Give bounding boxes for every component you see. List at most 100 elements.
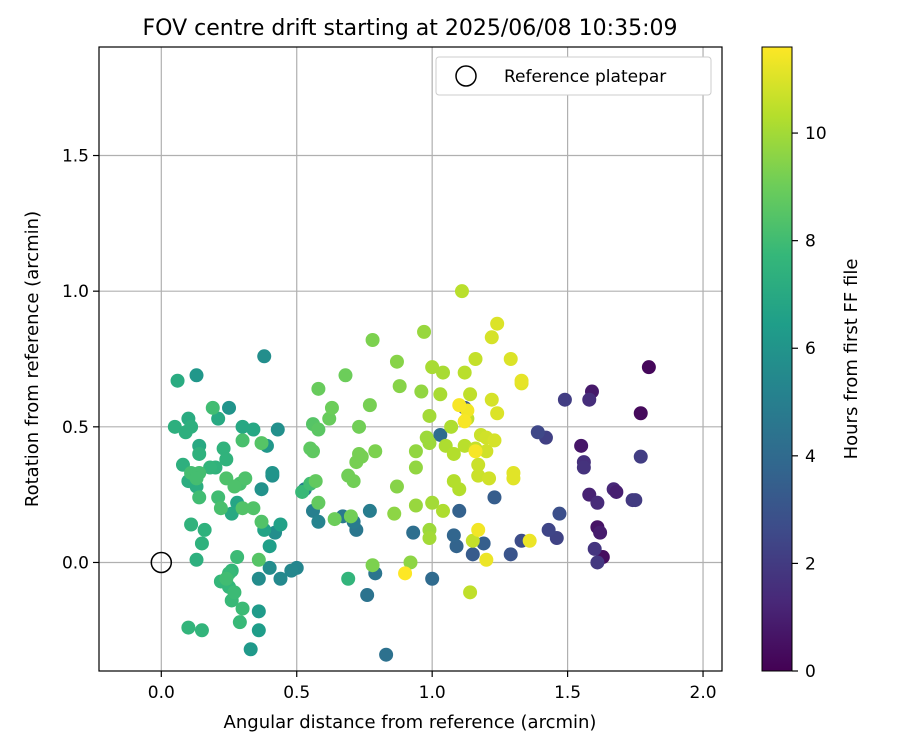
- scatter-point: [506, 471, 521, 486]
- scatter-point: [422, 436, 437, 451]
- scatter-point: [270, 422, 285, 437]
- legend-entry-reference-platepar: Reference platepar: [504, 67, 666, 87]
- scatter-point: [433, 387, 448, 402]
- scatter-point: [308, 474, 323, 489]
- scatter-point: [587, 541, 602, 556]
- scatter-point: [593, 525, 608, 540]
- scatter-point: [213, 501, 228, 516]
- scatter-point: [341, 571, 356, 586]
- scatter-point: [452, 482, 467, 497]
- colorbar-label: Hours from first FF file: [841, 259, 862, 460]
- scatter-point: [490, 316, 505, 331]
- scatter-point: [389, 354, 404, 369]
- y-axis-ticks: 0.0 0.5 1.0 1.5: [62, 147, 99, 573]
- scatter-point: [205, 400, 220, 415]
- x-axis-label: Angular distance from reference (arcmin): [224, 712, 597, 733]
- colorbar-tick-label: 0: [805, 662, 816, 682]
- scatter-point: [471, 522, 486, 537]
- scatter-point: [628, 493, 643, 508]
- scatter-point: [251, 623, 266, 638]
- scatter-point: [265, 465, 280, 480]
- scatter-point: [457, 414, 472, 429]
- scatter-point: [482, 471, 497, 486]
- scatter-point: [211, 490, 226, 505]
- colorbar-tick-label: 2: [805, 554, 816, 574]
- scatter-point: [178, 425, 193, 440]
- scatter-point: [192, 490, 207, 505]
- scatter-point: [181, 620, 196, 635]
- scatter-point: [414, 384, 429, 399]
- reference-platepar-marker: [150, 551, 173, 574]
- scatter-point: [365, 558, 380, 573]
- scatter-point: [452, 503, 467, 518]
- colorbar-tick-label: 6: [805, 339, 816, 359]
- scatter-point: [235, 501, 250, 516]
- scatter-point: [422, 408, 437, 423]
- scatter-point: [284, 563, 299, 578]
- scatter-point: [463, 387, 478, 402]
- scatter-point: [251, 571, 266, 586]
- scatter-point: [379, 647, 394, 662]
- scatter-point: [262, 560, 277, 575]
- scatter-point: [406, 525, 421, 540]
- scatter-point: [311, 422, 326, 437]
- scatter-point: [303, 441, 318, 456]
- scatter-point: [189, 368, 204, 383]
- scatter-point: [574, 438, 589, 453]
- scatter-point: [254, 436, 269, 451]
- scatter-point: [503, 547, 518, 562]
- scatter-point: [392, 379, 407, 394]
- scatter-point: [322, 411, 337, 426]
- scatter-point: [468, 444, 483, 459]
- scatter-point: [449, 539, 464, 554]
- scatter-point: [514, 373, 529, 388]
- scatter-point: [343, 509, 358, 524]
- scatter-point: [360, 588, 375, 603]
- scatter-point: [446, 446, 461, 461]
- scatter-point: [262, 539, 277, 554]
- scatter-point: [219, 452, 234, 467]
- colorbar: 0 2 4 6 8 10 Hours from first FF file: [761, 46, 862, 682]
- scatter-point: [235, 419, 250, 434]
- scatter-point: [327, 512, 342, 527]
- x-tick-label: 1.0: [419, 683, 446, 703]
- scatter-point: [403, 555, 418, 570]
- colorbar-tick-label: 8: [805, 232, 816, 252]
- scatter-point: [633, 449, 648, 464]
- reference-point: [150, 551, 173, 574]
- scatter-point: [362, 398, 377, 413]
- scatter-point: [452, 398, 467, 413]
- scatter-point: [590, 555, 605, 570]
- scatter-point: [324, 400, 339, 415]
- scatter-point: [257, 349, 272, 364]
- scatter-point: [222, 400, 237, 415]
- x-tick-label: 2.0: [690, 683, 717, 703]
- scatter-point: [211, 411, 226, 426]
- colorbar-gradient: [761, 46, 793, 672]
- scatter-point: [197, 522, 212, 537]
- legend-box: [435, 56, 712, 96]
- scatter-point: [227, 585, 242, 600]
- scatter-point: [641, 360, 656, 375]
- scatter-point: [224, 506, 239, 521]
- y-axis-label: Rotation from reference (arcmin): [22, 211, 43, 507]
- x-tick-label: 0.0: [148, 683, 175, 703]
- scatter-point: [238, 471, 253, 486]
- scatter-point: [352, 419, 367, 434]
- scatter-point: [446, 528, 461, 543]
- scatter-point: [487, 433, 502, 448]
- scatter-point: [254, 482, 269, 497]
- scatter-point: [465, 533, 480, 548]
- scatter-point: [490, 406, 505, 421]
- scatter-point: [408, 460, 423, 475]
- scatter-point: [479, 552, 494, 567]
- scatter-point: [254, 514, 269, 529]
- scatter-point: [484, 392, 499, 407]
- scatter-point: [273, 517, 288, 532]
- scatter-point: [251, 552, 266, 567]
- scatter-point: [203, 460, 218, 475]
- scatter-point: [633, 406, 648, 421]
- scatter-point: [273, 571, 288, 586]
- scatter-point: [232, 615, 247, 630]
